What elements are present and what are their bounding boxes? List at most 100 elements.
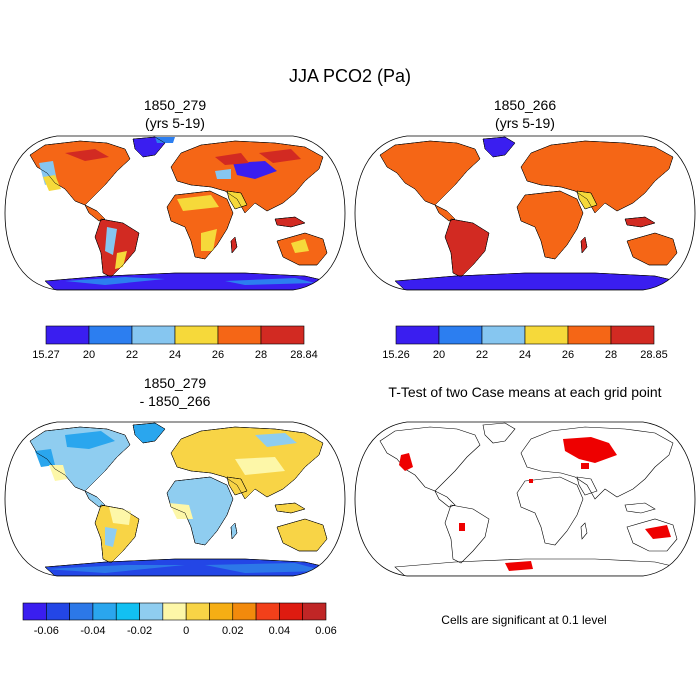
value-patch: [115, 251, 127, 269]
panel-difference: 1850_279 - 1850_266 -0.06 -0.04 -0.02 0 0.02…: [4, 375, 346, 637]
value-patch: [169, 503, 193, 519]
colorbar-1850-266: 15.26 20 22 24 26 28 28.85: [382, 325, 668, 361]
colorbar-bin: [69, 602, 94, 621]
colorbar-tick-label: 26: [212, 349, 224, 361]
colorbar-bin: [610, 325, 655, 345]
significant-cells: [505, 561, 533, 571]
coastline-southAmerica: [444, 504, 490, 564]
colorbar-bin: [131, 325, 176, 345]
colorbar-bin: [232, 602, 257, 621]
significant-cells: [529, 479, 533, 483]
colorbar-tick-label: 0.06: [315, 625, 336, 637]
colorbar-tick-label: 0: [183, 625, 189, 637]
figure-title: JJA PCO2 (Pa): [289, 66, 411, 86]
value-patch: [215, 153, 249, 165]
value-patch: [105, 227, 117, 255]
coastline-greenland: [482, 422, 516, 444]
colorbar-tick-label: 28: [605, 349, 617, 361]
colorbar-bin: [279, 602, 303, 621]
coastline-madagascar: [580, 522, 588, 540]
colorbar-bin: [567, 325, 612, 345]
colorbar-tick-label: 28: [255, 349, 267, 361]
value-patch: [65, 277, 165, 285]
colorbar-tick-label: -0.02: [127, 625, 152, 637]
coastline-centralAm: [434, 490, 456, 508]
colorbar-bin: [524, 325, 569, 345]
significant-cells: [459, 523, 465, 531]
colorbar-bin: [217, 325, 262, 345]
colorbar-tick-label: -0.06: [34, 625, 59, 637]
colorbar-tick-label: -0.04: [80, 625, 105, 637]
world-map-pco2-1850-279: [4, 135, 346, 291]
colorbar-bin: [395, 325, 440, 345]
value-patch: [45, 565, 185, 573]
panel-title-line1: 1850_266: [494, 97, 557, 113]
colorbar-tick-label: 0.02: [222, 625, 243, 637]
significant-cells: [581, 463, 589, 469]
map-outline: [4, 135, 346, 291]
colorbar-bin: [22, 602, 47, 621]
colorbar-bin: [185, 602, 210, 621]
colorbar-tick-label: 20: [83, 349, 95, 361]
colorbar-difference: -0.06 -0.04 -0.02 0 0.02 0.04 0.06: [22, 602, 337, 637]
significant-cells: [563, 437, 617, 463]
value-patch: [65, 431, 115, 449]
value-patch: [49, 465, 67, 481]
colorbar-bin: [481, 325, 526, 345]
colorbar-bin: [45, 325, 90, 345]
colorbar-tick-label: 26: [562, 349, 574, 361]
panel-1850-266: 1850_266 (yrs 5-19) 15.26 20 22 24 26 28 28.85: [354, 97, 696, 361]
colorbar-tick-label: 15.26: [382, 349, 410, 361]
colorbar-tick-label: 28.85: [640, 349, 668, 361]
coastline-africa: [516, 476, 584, 546]
colorbar-tick-label: 24: [519, 349, 531, 361]
value-patch: [109, 507, 131, 525]
value-patch: [177, 195, 219, 211]
value-patch: [235, 457, 285, 475]
colorbar-bin: [162, 602, 187, 621]
colorbar-bin: [438, 325, 483, 345]
value-patch: [233, 161, 277, 179]
colorbar-1850-279: 15.27 20 22 24 26 28 28.84: [32, 325, 318, 361]
colorbar-tick-label: 0.04: [269, 625, 290, 637]
panel-title: T-Test of two Case means at each grid po…: [388, 384, 661, 400]
colorbar-bin: [46, 602, 70, 621]
world-map-difference: [4, 421, 346, 577]
value-patch: [255, 433, 297, 447]
value-patch: [215, 169, 231, 179]
colorbar-bin: [260, 325, 305, 345]
coastline-arabia: [576, 476, 598, 496]
colorbar-bin: [302, 602, 327, 621]
colorbar-tick-label: 20: [433, 349, 445, 361]
coastline-indonesia: [624, 502, 656, 514]
coastline-eurasia: [520, 426, 674, 500]
colorbar-bin: [139, 602, 164, 621]
significance-footnote: Cells are significant at 0.1 level: [441, 613, 606, 627]
panel-title-line2: (yrs 5-19): [145, 115, 205, 131]
map-outline: [4, 421, 346, 577]
panel-title-line2: - 1850_266: [140, 393, 211, 409]
value-patch: [175, 445, 211, 463]
value-patch: [205, 563, 325, 573]
colorbar-tick-label: 24: [169, 349, 181, 361]
value-patch: [201, 229, 217, 251]
map-outline: [354, 421, 696, 577]
value-patch: [259, 149, 301, 163]
colorbar-bin: [209, 602, 234, 621]
value-patch: [43, 175, 61, 191]
value-patch: [155, 137, 175, 143]
panel-title-line1: 1850_279: [144, 375, 207, 391]
colorbar-tick-label: 22: [126, 349, 138, 361]
colorbar-tick-label: 28.84: [290, 349, 318, 361]
coastline-australia: [626, 518, 678, 552]
significant-cells: [399, 453, 413, 471]
world-map-ttest: [354, 421, 696, 577]
colorbar-bin: [92, 602, 117, 621]
panel-title-line1: 1850_279: [144, 97, 207, 113]
colorbar-bin: [88, 325, 133, 345]
coastline-antarctica: [394, 558, 686, 576]
panel-1850-279: 1850_279 (yrs 5-19) 15.27 20 22 24 26 28 28.84: [4, 97, 346, 361]
significant-cells: [645, 525, 671, 539]
panel-ttest: T-Test of two Case means at each grid po…: [354, 384, 696, 627]
